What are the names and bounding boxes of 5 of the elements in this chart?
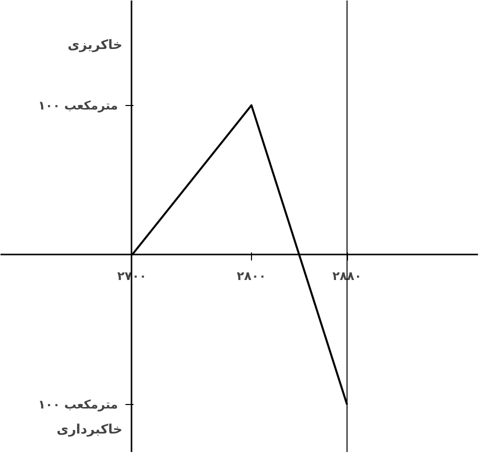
- x-tick-label: ۲۸۰۰: [236, 268, 266, 283]
- annotation: خاکبرداری: [56, 422, 122, 438]
- y-tick-label: ۱۰۰ مترمکعب: [38, 98, 118, 112]
- y-tick-label: ۱۰۰ مترمکعب: [38, 398, 118, 412]
- annotation: خاکریزی: [68, 38, 122, 54]
